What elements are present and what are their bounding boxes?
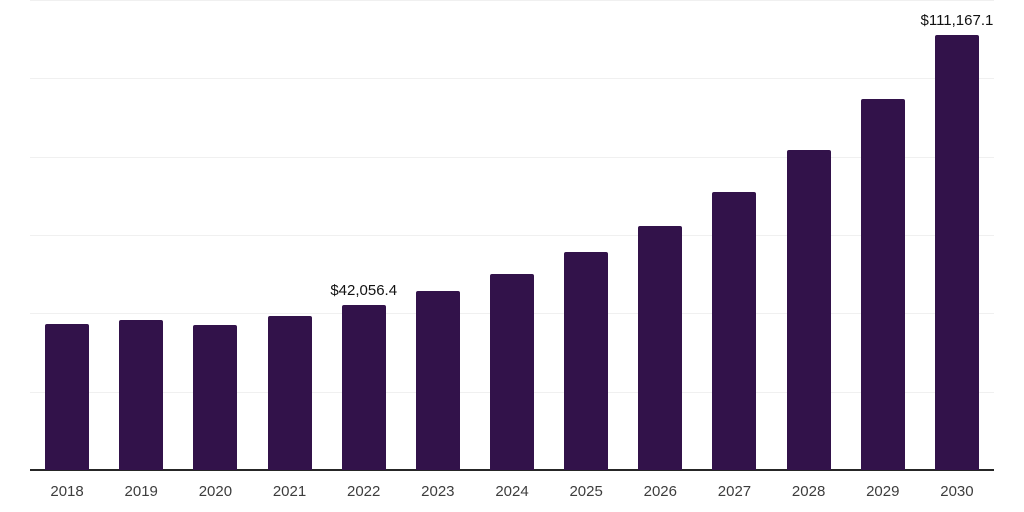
- gridline-120000: [30, 0, 994, 1]
- value-label-2022: $42,056.4: [330, 282, 398, 300]
- x-tick-label-2029: 2029: [866, 483, 900, 500]
- plot-area: $42,056.4 $111,167.1: [30, 0, 994, 471]
- x-tick-label-2022: 2022: [347, 483, 381, 500]
- gridline-100000: [30, 78, 994, 80]
- bar-2026: [638, 225, 683, 470]
- bar-2029: [860, 99, 905, 470]
- bar-2021: [267, 316, 312, 470]
- bar-2022: [341, 305, 386, 470]
- x-tick-label-2019: 2019: [124, 483, 158, 500]
- bar-2027: [712, 191, 757, 470]
- bar-2030: [934, 34, 979, 470]
- bar-2024: [490, 273, 534, 470]
- x-tick-label-2027: 2027: [717, 483, 752, 500]
- x-tick-label-2021: 2021: [272, 483, 307, 500]
- gridline-80000: [30, 156, 994, 158]
- bar-2019: [119, 319, 164, 470]
- x-axis-line: [30, 469, 994, 471]
- x-tick-label-2025: 2025: [569, 483, 603, 500]
- bar-2023: [415, 290, 460, 470]
- x-axis: 2018 2019 2020 2021 2022 2023 2024 2025 2026 2027…: [30, 478, 994, 502]
- value-label-2030: $111,167.1: [920, 11, 994, 29]
- x-tick-label-2030: 2030: [940, 483, 974, 500]
- bar-2028: [786, 149, 831, 470]
- x-tick-label-2020: 2020: [198, 483, 233, 500]
- bar-2018: [45, 324, 90, 470]
- x-tick-label-2024: 2024: [495, 483, 529, 500]
- x-tick-label-2018: 2018: [50, 483, 84, 500]
- x-tick-label-2028: 2028: [791, 483, 826, 500]
- x-tick-label-2026: 2026: [643, 483, 677, 500]
- bar-2025: [564, 252, 609, 470]
- bar-2020: [193, 325, 238, 470]
- x-tick-label-2023: 2023: [421, 483, 455, 500]
- gridline-60000: [30, 235, 994, 236]
